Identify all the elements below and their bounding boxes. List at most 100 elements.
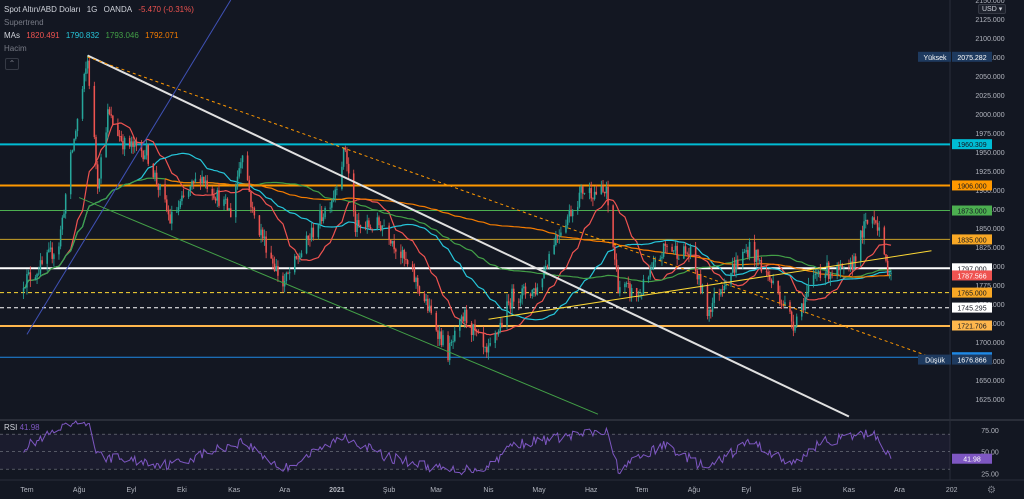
candle-body: [607, 186, 609, 206]
candle-body: [132, 141, 134, 147]
candle-body: [167, 210, 170, 215]
candle-body: [477, 331, 480, 334]
candle-body: [107, 109, 109, 133]
candle-body: [352, 173, 355, 212]
y-tick-label: 1850.000: [975, 226, 1004, 233]
candle-body: [524, 286, 527, 295]
candle-body: [369, 227, 372, 229]
candle-body: [218, 190, 220, 206]
candle-body: [59, 229, 62, 247]
candle-body: [277, 266, 279, 276]
candle-body: [827, 262, 830, 279]
candle-body: [356, 220, 358, 233]
candle-body: [95, 137, 97, 165]
rsi-legend[interactable]: RSI 41.98: [4, 423, 40, 432]
ma1-value: 1820.491: [26, 31, 60, 40]
candle-body: [331, 200, 333, 208]
candle-body: [416, 277, 419, 287]
candle-body: [61, 217, 64, 230]
candle-body: [777, 280, 779, 293]
candle-body: [689, 246, 692, 256]
candle-body: [861, 230, 864, 238]
candle-body: [511, 288, 513, 309]
candle-body: [795, 316, 798, 326]
gear-icon[interactable]: ⚙: [987, 485, 996, 496]
candle-body: [118, 135, 121, 137]
candle-body: [48, 249, 50, 253]
candle-body: [780, 303, 783, 305]
candle-body: [69, 152, 72, 195]
candle-body: [120, 136, 123, 141]
candle-body: [34, 277, 37, 280]
candle-body: [41, 260, 43, 264]
candle-body: [747, 250, 749, 257]
candle-body: [851, 261, 854, 271]
currency-button[interactable]: USD ▾: [978, 4, 1007, 14]
moving-average-line: [23, 177, 892, 289]
candle-body: [482, 333, 485, 348]
candle-body: [206, 180, 208, 189]
candle-body: [748, 241, 751, 257]
mas-legend[interactable]: MAs 1820.491 1790.832 1793.046 1792.071: [4, 31, 182, 40]
rsi-label: RSI: [4, 423, 18, 432]
candle-body: [642, 279, 645, 295]
x-tick-label: Ağu: [688, 487, 701, 494]
rsi-value: 41.98: [19, 423, 40, 432]
candle-body: [447, 335, 449, 361]
candle-body: [371, 228, 374, 230]
candle-body: [383, 225, 385, 227]
candle-body: [886, 260, 889, 276]
candle-body: [560, 232, 562, 236]
candle-body: [758, 260, 761, 261]
candle-body: [651, 267, 653, 270]
candle-body: [806, 292, 808, 298]
candle-body: [438, 331, 441, 339]
candle-body: [812, 275, 815, 285]
candle-body: [238, 168, 240, 177]
collapse-legend-button[interactable]: ⌃: [5, 58, 19, 70]
rsi-value-bg: [952, 453, 992, 464]
candle-body: [743, 251, 746, 253]
y-tick-label: 1775.000: [975, 283, 1004, 290]
candle-body: [725, 284, 727, 287]
candle-body: [309, 238, 311, 240]
candle-body: [199, 178, 202, 184]
candle-body: [676, 245, 678, 259]
candle-body: [558, 235, 560, 237]
y-tick-label: 1950.000: [975, 150, 1004, 157]
candle-body: [179, 201, 182, 208]
price-label-tag-bg: [918, 51, 951, 62]
candle-body: [400, 251, 402, 258]
candle-body: [187, 191, 190, 197]
candle-body: [135, 141, 138, 146]
candle-body: [518, 301, 520, 303]
candle-body: [307, 235, 310, 239]
ma2-value: 1790.832: [65, 31, 100, 40]
x-tick-label: Eki: [792, 487, 802, 494]
candle-body: [320, 210, 323, 222]
candle-body: [63, 213, 65, 218]
symbol-name: Spot Altın/ABD Doları: [4, 5, 81, 14]
x-tick-label: Tem: [20, 487, 33, 494]
candle-body: [251, 207, 254, 209]
candle-body: [194, 178, 197, 182]
volume-legend[interactable]: Hacim: [4, 44, 31, 53]
candle-body: [731, 264, 734, 273]
moving-average-line: [164, 178, 892, 278]
candle-body: [555, 235, 557, 246]
candle-body: [534, 288, 537, 295]
candle-body: [661, 256, 663, 259]
candle-body: [27, 272, 30, 274]
candle-body: [317, 224, 320, 238]
supertrend-legend[interactable]: Supertrend: [4, 18, 48, 27]
candle-body: [130, 141, 133, 147]
x-tick-label: 202: [946, 487, 958, 494]
candle-body: [652, 261, 655, 268]
candle-body: [826, 262, 828, 274]
y-tick-label: 1925.000: [975, 169, 1004, 176]
candle-body: [388, 225, 390, 240]
candle-body: [600, 186, 603, 195]
candle-body: [189, 186, 192, 192]
price-label-tag: Yüksek: [924, 55, 947, 62]
